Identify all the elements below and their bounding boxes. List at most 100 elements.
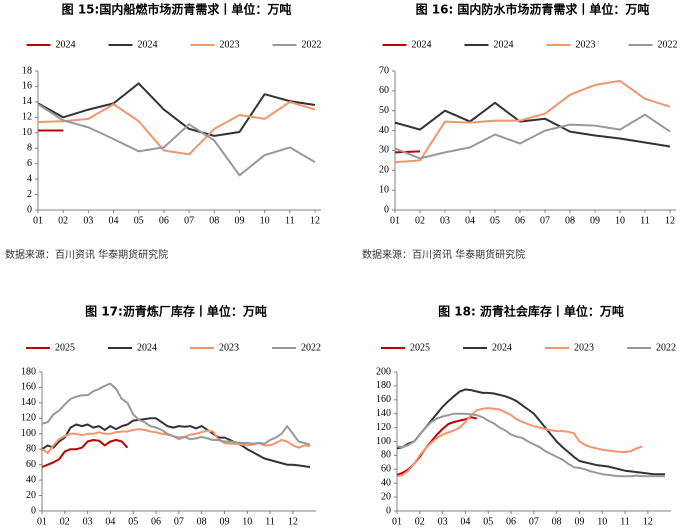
x-tick-label: 06 bbox=[151, 516, 161, 527]
x-tick-label: 07 bbox=[529, 516, 539, 527]
chart-title: 图 17:沥青炼厂库存丨单位：万吨 bbox=[85, 304, 267, 319]
y-tick-label: 2 bbox=[27, 189, 32, 200]
x-tick-label: 10 bbox=[260, 215, 270, 226]
series-line bbox=[394, 79, 671, 164]
y-tick-label: 100 bbox=[21, 428, 36, 439]
x-tick-label: 12 bbox=[310, 215, 320, 226]
series-line bbox=[394, 113, 671, 160]
legend-label: 2024 bbox=[138, 39, 158, 50]
x-tick-label: 04 bbox=[105, 516, 115, 527]
y-tick-label: 0 bbox=[31, 505, 36, 516]
y-tick-label: 10 bbox=[379, 184, 389, 195]
legend-label: 2024 bbox=[56, 39, 76, 50]
y-tick-label: 120 bbox=[376, 422, 391, 433]
x-tick-label: 09 bbox=[590, 215, 600, 226]
y-tick-label: 160 bbox=[21, 382, 36, 393]
series-line bbox=[394, 101, 671, 148]
x-tick-label: 03 bbox=[438, 516, 448, 527]
series-line bbox=[37, 100, 316, 156]
y-tick-label: 60 bbox=[26, 459, 36, 470]
series-line bbox=[396, 407, 643, 478]
x-tick-label: 01 bbox=[37, 516, 47, 527]
y-tick-label: 0 bbox=[386, 505, 391, 516]
x-tick-label: 06 bbox=[506, 516, 516, 527]
x-tick-label: 01 bbox=[33, 215, 43, 226]
source-note: 数据来源：百川资讯 华泰期货研究院 bbox=[362, 248, 525, 261]
x-tick-label: 02 bbox=[60, 516, 70, 527]
x-tick-label: 03 bbox=[440, 215, 450, 226]
y-tick-label: 16 bbox=[22, 81, 32, 92]
y-tick-label: 14 bbox=[22, 96, 32, 107]
legend-label: 2024 bbox=[494, 39, 514, 50]
x-tick-label: 08 bbox=[197, 516, 207, 527]
x-tick-label: 11 bbox=[620, 516, 630, 527]
y-tick-label: 8 bbox=[27, 143, 32, 154]
x-tick-label: 02 bbox=[58, 215, 68, 226]
x-tick-label: 10 bbox=[597, 516, 607, 527]
series-line bbox=[396, 412, 665, 478]
y-tick-label: 60 bbox=[381, 464, 391, 475]
x-tick-label: 09 bbox=[234, 215, 244, 226]
y-tick-label: 30 bbox=[379, 145, 389, 156]
y-tick-label: 40 bbox=[26, 474, 36, 485]
y-tick-label: 80 bbox=[381, 450, 391, 461]
chart-title: 图 18: 沥青社会库存丨单位：万吨 bbox=[438, 304, 624, 319]
y-tick-label: 140 bbox=[376, 408, 391, 419]
x-tick-label: 12 bbox=[288, 516, 298, 527]
x-tick-label: 10 bbox=[615, 215, 625, 226]
y-tick-label: 6 bbox=[27, 158, 32, 169]
x-tick-label: 04 bbox=[109, 215, 119, 226]
x-tick-label: 08 bbox=[552, 516, 562, 527]
x-tick-label: 06 bbox=[159, 215, 169, 226]
x-tick-label: 12 bbox=[665, 215, 675, 226]
x-tick-label: 04 bbox=[460, 516, 470, 527]
x-tick-label: 12 bbox=[643, 516, 653, 527]
y-tick-label: 140 bbox=[21, 397, 36, 408]
series-line bbox=[41, 439, 129, 468]
series-line bbox=[396, 416, 478, 476]
series-line bbox=[37, 103, 316, 177]
x-tick-label: 11 bbox=[265, 516, 275, 527]
series-line bbox=[37, 82, 316, 137]
legend-label: 2025 bbox=[410, 342, 430, 353]
legend-label: 2023 bbox=[576, 39, 596, 50]
y-tick-label: 0 bbox=[27, 204, 32, 215]
x-tick-label: 11 bbox=[285, 215, 295, 226]
y-tick-label: 200 bbox=[376, 366, 391, 377]
y-tick-label: 20 bbox=[379, 165, 389, 176]
y-tick-label: 12 bbox=[22, 112, 32, 123]
legend-label: 2024 bbox=[137, 342, 157, 353]
x-tick-label: 07 bbox=[540, 215, 550, 226]
legend-label: 2023 bbox=[220, 39, 240, 50]
y-tick-label: 18 bbox=[22, 65, 32, 76]
x-tick-label: 11 bbox=[640, 215, 650, 226]
x-tick-label: 02 bbox=[415, 215, 425, 226]
y-tick-label: 0 bbox=[384, 204, 389, 215]
source-note: 数据来源：百川资讯 华泰期货研究院 bbox=[5, 248, 168, 261]
x-tick-label: 09 bbox=[219, 516, 229, 527]
y-tick-label: 10 bbox=[22, 127, 32, 138]
x-tick-label: 10 bbox=[242, 516, 252, 527]
series-line bbox=[394, 150, 421, 154]
x-tick-label: 05 bbox=[483, 516, 493, 527]
y-tick-label: 120 bbox=[21, 413, 36, 424]
x-tick-label: 03 bbox=[83, 516, 93, 527]
y-tick-label: 50 bbox=[379, 105, 389, 116]
legend-label: 2022 bbox=[658, 39, 678, 50]
y-tick-label: 40 bbox=[379, 125, 389, 136]
legend-label: 2025 bbox=[55, 342, 75, 353]
legend-label: 2022 bbox=[301, 342, 321, 353]
y-tick-label: 40 bbox=[381, 477, 391, 488]
series-line bbox=[41, 417, 311, 468]
x-tick-label: 03 bbox=[83, 215, 93, 226]
legend-label: 2024 bbox=[412, 39, 432, 50]
y-tick-label: 100 bbox=[376, 436, 391, 447]
x-tick-label: 05 bbox=[134, 215, 144, 226]
legend-label: 2022 bbox=[656, 342, 676, 353]
y-tick-label: 60 bbox=[379, 85, 389, 96]
y-tick-label: 80 bbox=[26, 444, 36, 455]
x-tick-label: 09 bbox=[574, 516, 584, 527]
x-tick-label: 06 bbox=[515, 215, 525, 226]
legend-label: 2022 bbox=[302, 39, 322, 50]
